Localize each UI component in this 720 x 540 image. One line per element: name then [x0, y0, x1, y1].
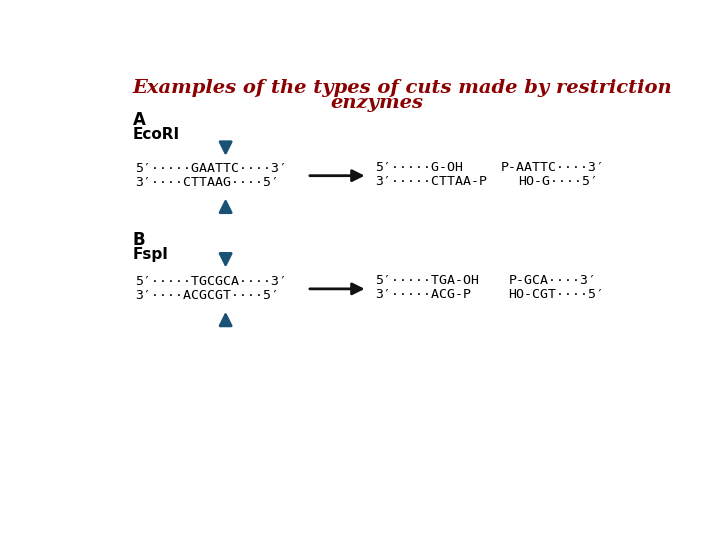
Text: 5′·····GAATTC····3′: 5′·····GAATTC····3′: [135, 162, 287, 176]
Text: Examples of the types of cuts made by restriction: Examples of the types of cuts made by re…: [132, 79, 672, 97]
Text: P-GCA····3′: P-GCA····3′: [508, 274, 596, 287]
Text: P-AATTC····3′: P-AATTC····3′: [500, 161, 605, 174]
Text: 5′·····TGA-OH: 5′·····TGA-OH: [375, 274, 480, 287]
Text: FspI: FspI: [132, 247, 168, 262]
Text: A: A: [132, 111, 145, 129]
Text: 3′·····CTTAA-P: 3′·····CTTAA-P: [375, 174, 487, 187]
Text: 3′·····ACG-P: 3′·····ACG-P: [375, 288, 471, 301]
Text: 3′····ACGCGT····5′: 3′····ACGCGT····5′: [135, 289, 279, 302]
Text: B: B: [132, 231, 145, 249]
Text: 5′·····G-OH: 5′·····G-OH: [375, 161, 463, 174]
Text: enzymes: enzymes: [330, 94, 423, 112]
Text: EcoRI: EcoRI: [132, 126, 180, 141]
Text: 5′·····TGCGCA····3′: 5′·····TGCGCA····3′: [135, 275, 287, 288]
Text: HO-CGT····5′: HO-CGT····5′: [508, 288, 605, 301]
Text: 3′····CTTAAG····5′: 3′····CTTAAG····5′: [135, 176, 279, 189]
Text: HO-G····5′: HO-G····5′: [518, 174, 598, 187]
